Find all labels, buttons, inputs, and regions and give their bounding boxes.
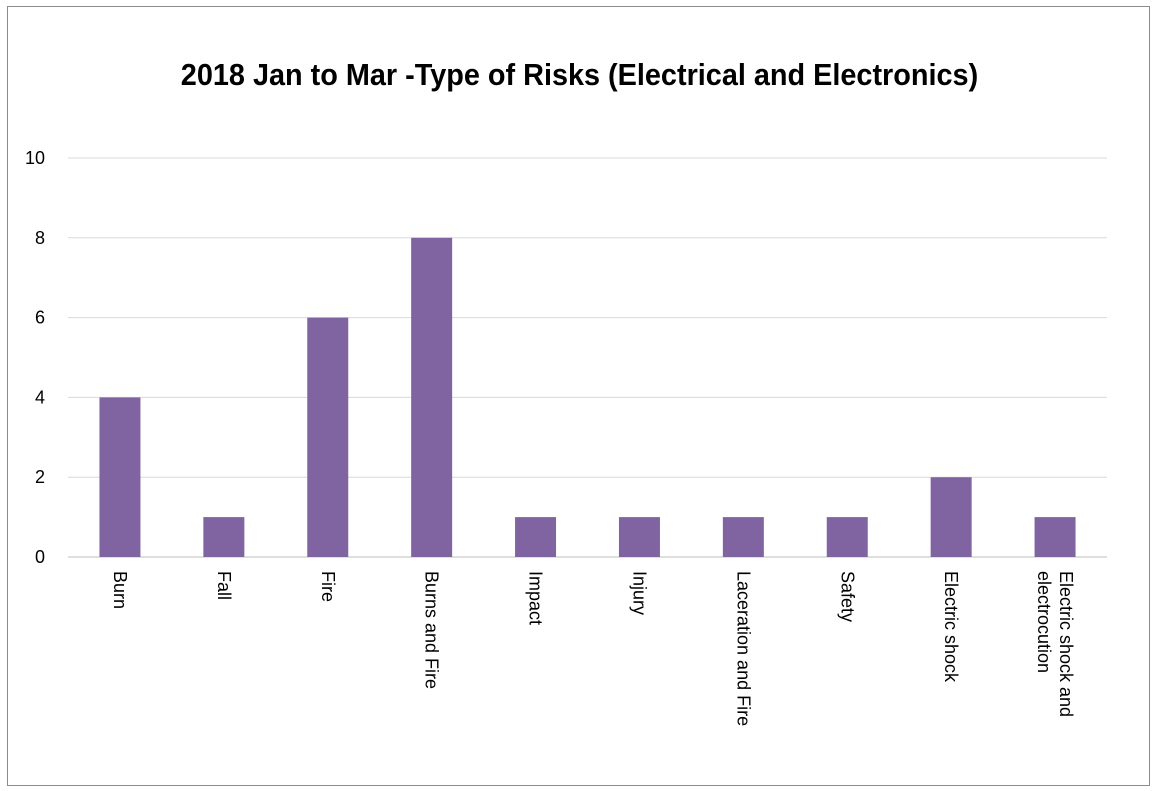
x-tick-label: Safety (837, 571, 857, 622)
x-tick-label-line: Burns and Fire (422, 571, 442, 689)
x-tick-label-line: Injury (629, 571, 649, 615)
x-tick-label: Electric shock (941, 571, 961, 683)
x-tick-label-line: Impact (526, 571, 546, 625)
x-tick-label: Injury (629, 571, 649, 615)
y-tick-label: 0 (35, 547, 45, 567)
x-tick-label-line: Fire (318, 571, 338, 602)
bar (930, 477, 972, 557)
bar (203, 517, 245, 557)
x-tick-label: Burn (110, 571, 130, 609)
bar (99, 397, 141, 557)
bar (515, 517, 557, 557)
x-tick-label: Impact (526, 571, 546, 625)
y-tick-label: 8 (35, 228, 45, 248)
x-tick-label-line: electrocution (1034, 571, 1054, 673)
x-tick-label-line: Electric shock (941, 571, 961, 683)
y-tick-label: 10 (25, 148, 45, 168)
x-tick-label: Fire (318, 571, 338, 602)
x-tick-label: Laceration and Fire (733, 571, 753, 726)
x-tick-label-line: Electric shock and (1056, 571, 1076, 717)
bar (618, 517, 660, 557)
y-tick-label: 2 (35, 467, 45, 487)
x-tick-label-line: Burn (110, 571, 130, 609)
bar (307, 317, 349, 557)
y-tick-label: 4 (35, 387, 45, 407)
x-tick-label: Burns and Fire (422, 571, 442, 689)
x-tick-label-line: Fall (214, 571, 234, 600)
y-tick-label: 6 (35, 308, 45, 328)
x-tick-label: Fall (214, 571, 234, 600)
bar (722, 517, 764, 557)
bar (411, 237, 453, 558)
chart-title: 2018 Jan to Mar -Type of Risks (Electric… (180, 57, 979, 92)
bar (826, 517, 868, 557)
x-tick-label-line: Safety (837, 571, 857, 622)
bar (1034, 517, 1076, 557)
chart-frame: 2018 Jan to Mar -Type of Risks (Electric… (7, 6, 1150, 786)
x-tick-label-line: Laceration and Fire (733, 571, 753, 726)
